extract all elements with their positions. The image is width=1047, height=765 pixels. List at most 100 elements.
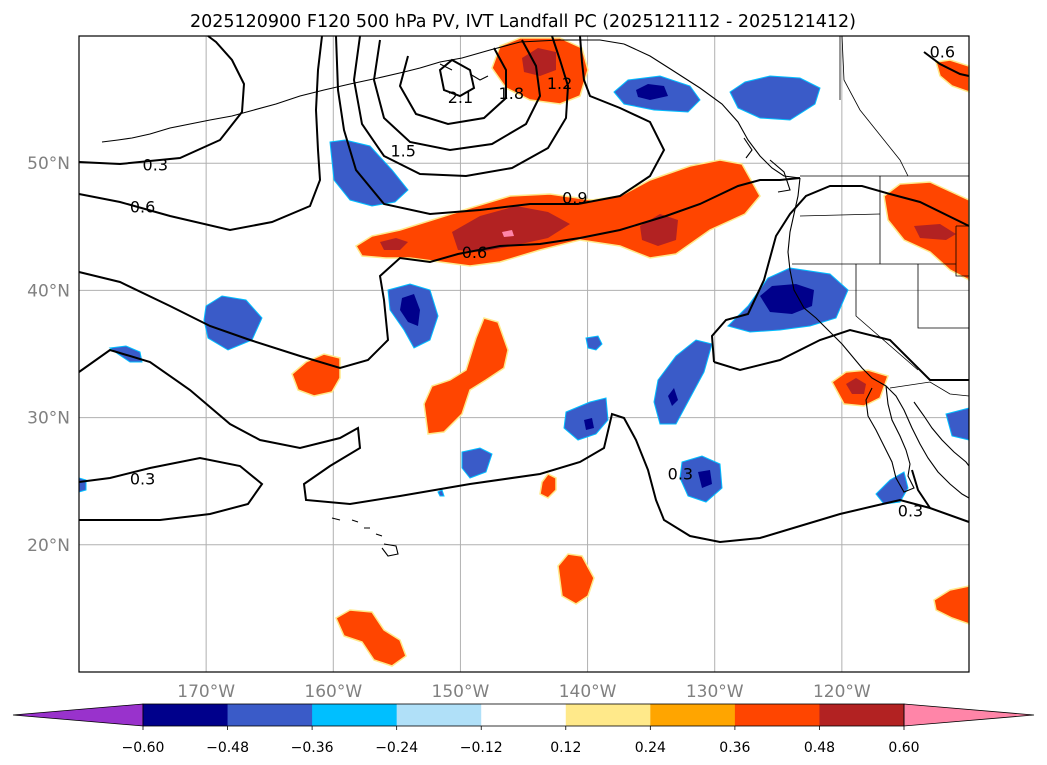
contour-label: 1.2 — [547, 74, 572, 93]
neg-blob-south-core — [698, 470, 712, 488]
colorbar-tick-label: 0.60 — [888, 740, 919, 756]
contour-0p3-north — [78, 35, 246, 166]
bc-islands — [743, 137, 791, 193]
neg-blob-california-core — [760, 284, 814, 314]
neg-blob-mid-pacific-core — [400, 294, 420, 326]
colorbar-tick-label: −0.36 — [291, 740, 334, 756]
colorbar-segment — [143, 704, 229, 726]
utah-border — [917, 264, 969, 329]
colorbar-segment — [819, 704, 905, 726]
colorbar-tick-label: −0.12 — [460, 740, 503, 756]
neg-blob-subtropic-east — [653, 339, 713, 425]
kodiak-island — [439, 63, 489, 81]
bc-alberta-border — [841, 35, 909, 177]
colorbar-tick-label: 0.36 — [719, 740, 750, 756]
positive-anomalies — [291, 37, 970, 667]
colorbar-tick-label: −0.48 — [206, 740, 249, 756]
mexico-mainland-coast — [913, 401, 970, 467]
colorbar-under-arrow — [12, 703, 144, 727]
contour-label: 0.6 — [462, 243, 487, 262]
colorbar-segment — [481, 704, 567, 726]
colorbar-segment — [734, 704, 820, 726]
map-background — [79, 36, 969, 672]
contour-labels: 0.3 0.6 0.3 0.6 0.9 1.5 2.1 1.8 1.2 0.3 0.3 0.6 — [130, 42, 955, 520]
lat-tick-label: 30°N — [27, 409, 70, 429]
alaska-panhandle-coast — [623, 43, 801, 179]
contour-label: 0.3 — [143, 155, 168, 174]
colorbar-tick-label: 0.24 — [635, 740, 666, 756]
contour-label: 0.3 — [898, 501, 923, 520]
neg-blob-subtropic-mid-core — [584, 418, 594, 430]
lon-tick-label: 150°W — [432, 682, 490, 702]
colorbar: −0.60 −0.48 −0.36 −0.24 −0.12 0.12 0.24 0.36 0.4… — [12, 703, 1035, 756]
pos-blob-small — [539, 473, 557, 499]
contour-0p3-south — [78, 177, 801, 370]
negative-anomalies — [78, 75, 970, 505]
contour-0p6-ne — [923, 51, 970, 77]
contour-1p8 — [398, 47, 507, 126]
colorbar-tick-label: 0.12 — [550, 740, 581, 756]
hawaiian-islands — [331, 517, 399, 557]
contour-label: 1.8 — [499, 84, 524, 103]
contour-0p3-baja — [713, 328, 969, 381]
pos-blob-subtropic-streak — [423, 317, 509, 435]
washington-oregon-border — [799, 213, 881, 217]
pos-blob-pnw-core — [914, 224, 956, 240]
pos-blob-hawaii-south — [335, 609, 407, 667]
lon-tick-label: 130°W — [686, 682, 744, 702]
pos-blob-socal-core — [846, 378, 866, 394]
alaska-peninsula — [419, 39, 625, 69]
colorbar-segment — [312, 704, 398, 726]
colorbar-segment — [396, 704, 482, 726]
lat-tick-label: 50°N — [27, 154, 70, 174]
contour-label: 0.9 — [562, 189, 587, 208]
lon-tick-label: 170°W — [177, 682, 235, 702]
pv-contours — [78, 35, 970, 544]
map-panel: 0.3 0.6 0.3 0.6 0.9 1.5 2.1 1.8 1.2 0.3 0.3 0.6 — [78, 35, 970, 673]
pos-band-jet-west-core — [380, 238, 408, 250]
baja-peninsula — [865, 385, 915, 493]
contour-1p5 — [372, 39, 542, 152]
lat-tick-label: 20°N — [27, 536, 70, 556]
neg-blob-tiny-1 — [585, 335, 603, 351]
pos-band-jet-core — [452, 206, 570, 252]
colorbar-outline — [142, 703, 905, 727]
colorbar-tick-label: 0.48 — [804, 740, 835, 756]
figure-title: 2025120900 F120 500 hPa PV, IVT Landfall… — [190, 12, 856, 32]
lat-tick-label: 40°N — [27, 281, 70, 301]
neg-blob-north-pacific — [329, 139, 409, 207]
neg-blob-gulf-of-alaska-core — [636, 84, 668, 100]
contour-label: 2.1 — [448, 88, 473, 107]
colorbar-segment — [650, 704, 736, 726]
neg-blob-subtropic-mid — [563, 397, 609, 441]
neg-blob-west-edge — [78, 477, 87, 493]
axis-tick-labels: 170°W 160°W 150°W 140°W 130°W 120°W 20°N 30°N 40… — [27, 154, 871, 702]
contour-0p3-west — [78, 456, 264, 521]
us-mexico-border — [889, 381, 970, 397]
colorbar-over-arrow — [903, 703, 1035, 727]
colorbar-tick-label: −0.24 — [375, 740, 418, 756]
nevada-border — [855, 264, 919, 371]
neg-blob-hawaii-north — [461, 447, 493, 479]
colorbar-tick-label: −0.60 — [122, 740, 165, 756]
colorbar-segment — [227, 704, 313, 726]
lon-tick-label: 120°W — [813, 682, 871, 702]
lon-tick-label: 140°W — [559, 682, 617, 702]
contour-0p9 — [335, 35, 666, 216]
neg-blob-bc-coast — [729, 75, 821, 121]
coastlines — [101, 39, 970, 557]
neg-blob-subtropic-east-core — [668, 388, 678, 406]
us-west-coast — [787, 177, 970, 499]
contour-label: 1.5 — [390, 141, 415, 160]
aleutian-islands — [101, 67, 421, 143]
pos-blob-tropic — [557, 553, 595, 605]
contour-0p3-east — [710, 185, 970, 363]
contour-0p3-subtropic — [78, 348, 970, 544]
contour-label: 0.3 — [668, 465, 693, 484]
contour-label: 0.6 — [930, 42, 955, 61]
contour-0p3-baja-south — [911, 469, 931, 509]
colorbar-segment — [565, 704, 651, 726]
contour-label: 0.6 — [130, 197, 155, 216]
map-frame — [78, 35, 970, 673]
